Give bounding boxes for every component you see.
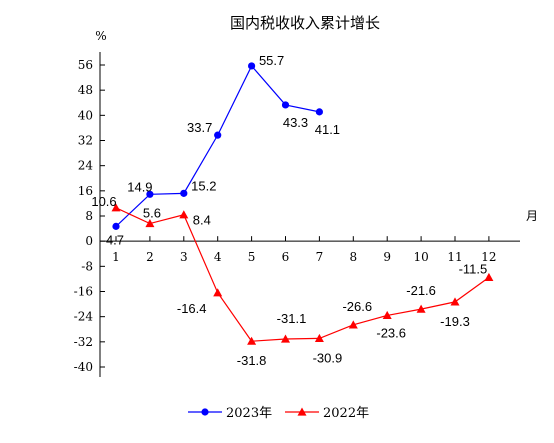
x-tick-label: 8	[349, 250, 357, 264]
data-label-2023: 41.1	[315, 122, 340, 137]
legend-marker-2022	[297, 407, 307, 416]
x-tick-label: 2	[146, 250, 154, 264]
data-label-2022: -30.9	[313, 350, 343, 365]
data-label-2022: -19.3	[440, 314, 470, 329]
x-tick-label: 7	[316, 250, 324, 264]
data-label-2023: 14.9	[127, 179, 152, 194]
y-tick-label: -8	[81, 259, 93, 273]
data-point-2023	[180, 189, 188, 197]
data-point-2022	[348, 320, 358, 329]
x-tick-label: 1	[112, 250, 120, 264]
data-point-2023	[146, 190, 154, 198]
data-point-2022	[484, 272, 494, 281]
legend: 2023年 2022年	[188, 406, 369, 421]
data-point-2022	[213, 288, 223, 297]
data-point-2022	[314, 333, 324, 342]
x-tick-label: 6	[282, 250, 290, 264]
y-tick-label: 40	[78, 108, 93, 122]
y-tick-label: 48	[78, 83, 93, 97]
y-tick-label: -16	[74, 285, 93, 299]
y-tick-label: 0	[85, 234, 93, 248]
y-tick-label: 8	[85, 209, 93, 223]
data-point-2023	[315, 108, 323, 116]
data-point-2022	[382, 310, 392, 320]
data-label-2022: -26.6	[342, 299, 372, 314]
data-label-2022: -23.6	[376, 325, 406, 340]
legend-marker-2023	[201, 408, 209, 416]
legend-item-2023: 2023年	[188, 406, 272, 421]
data-point-2023	[281, 101, 290, 109]
data-label-2023: 15.2	[191, 178, 216, 193]
data-point-2022	[247, 336, 257, 345]
x-tick-label: 5	[248, 250, 256, 264]
data-point-2022	[179, 210, 189, 219]
data-point-2022	[450, 297, 460, 306]
y-axis-unit-label: %	[95, 29, 106, 43]
data-point-2023	[112, 222, 120, 230]
data-label-2022: -11.5	[459, 261, 488, 276]
y-tick-label: 24	[78, 159, 94, 173]
legend-label-2023: 2023年	[226, 406, 272, 421]
data-point-2022	[111, 203, 121, 212]
data-label-2023: 4.7	[106, 232, 124, 247]
legend-item-2022: 2022年	[285, 406, 369, 421]
x-tick-label: 4	[214, 250, 222, 264]
x-axis-unit-label: 月	[526, 209, 538, 223]
y-tick-label: 56	[78, 58, 93, 72]
y-tick-label: 16	[78, 184, 93, 198]
series-line-2022	[115, 207, 490, 342]
data-label-2023: 33.7	[187, 120, 212, 135]
data-point-2022	[145, 219, 155, 228]
y-tick-label: 32	[78, 134, 93, 148]
data-label-2022: -31.1	[277, 311, 307, 326]
data-labels-layer: 4.7 14.9 15.2 33.7 55.7 43.3 41.1 10.6 5.6 8.4 -16…	[91, 53, 487, 368]
data-point-2022	[281, 334, 290, 343]
data-label-2022: 5.6	[143, 206, 161, 221]
data-point-2023	[214, 131, 222, 139]
x-tick-label: 9	[383, 250, 391, 264]
legend-label-2022: 2022年	[323, 406, 369, 421]
series-layer	[111, 62, 494, 345]
x-tick-label: 12	[481, 250, 496, 264]
data-label-2022: -16.4	[177, 301, 207, 316]
y-tick-label: -32	[74, 335, 93, 349]
data-label-2022: -21.6	[406, 283, 436, 298]
data-label-2022: 8.4	[193, 213, 211, 228]
x-tick-label: 3	[180, 250, 188, 264]
series-line-2023	[115, 64, 320, 227]
data-point-2022	[416, 304, 426, 313]
data-label-2023: 55.7	[259, 53, 284, 68]
y-tick-label: -40	[74, 360, 93, 374]
data-label-2022: 10.6	[91, 194, 116, 209]
x-tick-label: 10	[413, 250, 428, 264]
x-tick-label: 11	[447, 250, 462, 264]
y-tick-label: -24	[74, 310, 94, 324]
data-label-2023: 43.3	[283, 115, 308, 130]
data-point-2023	[248, 62, 256, 70]
data-label-2022: -31.8	[237, 353, 267, 368]
chart-title: 国内税收收入累计增长	[230, 14, 380, 32]
